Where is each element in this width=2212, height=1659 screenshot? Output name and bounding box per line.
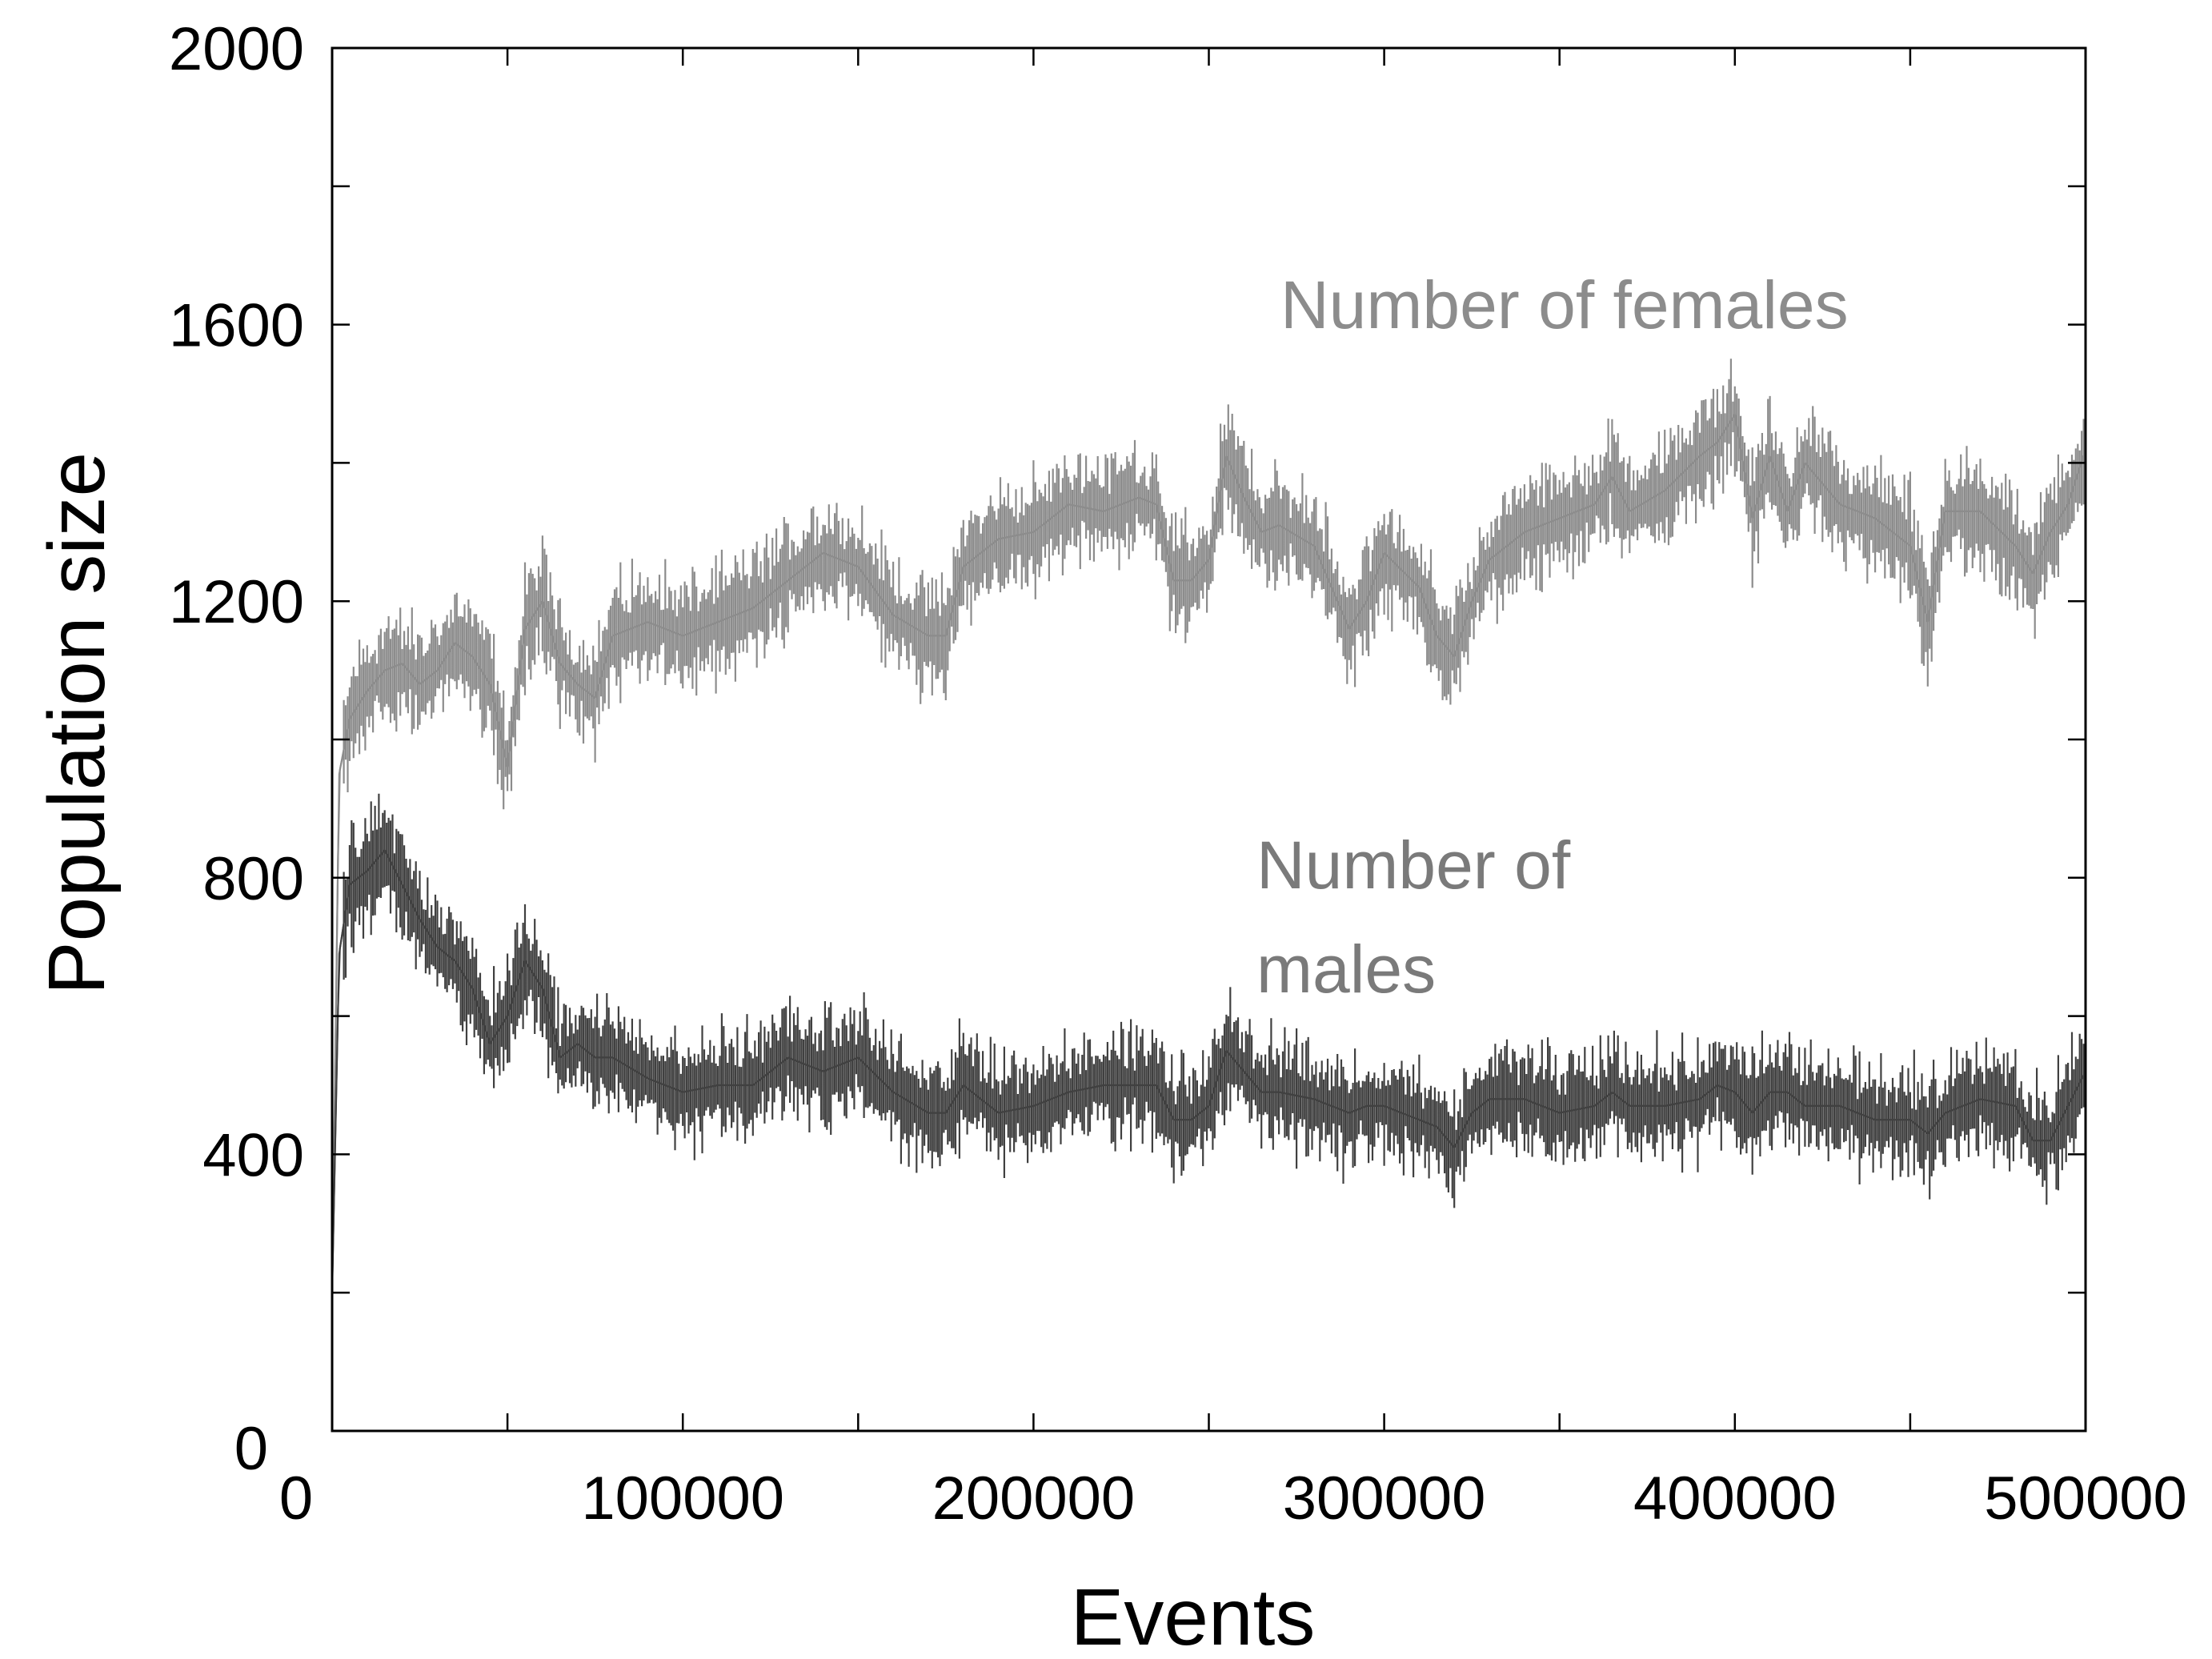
x-tick-label: 0 xyxy=(279,1465,313,1533)
x-axis-title: Events xyxy=(1071,1573,1316,1659)
y-axis-title: Population size xyxy=(32,452,122,995)
y-tick-label: 800 xyxy=(202,845,304,913)
annotation-males-line2: males xyxy=(1256,932,1436,1007)
ticks-layer xyxy=(331,46,2087,1433)
x-tick-label: 300000 xyxy=(1283,1465,1486,1533)
x-tick-label: 100000 xyxy=(581,1465,784,1533)
annotation-females: Number of females xyxy=(1280,267,1849,343)
y-tick-label: 1600 xyxy=(169,292,304,360)
annotation-males-line1: Number of xyxy=(1256,827,1571,903)
y-tick-label: 2000 xyxy=(169,15,304,83)
x-tick-label: 500000 xyxy=(1984,1465,2187,1533)
labels-layer: 0 100000 200000 300000 400000 500000 0 400 800 12… xyxy=(169,15,2187,1533)
y-tick-label: 1200 xyxy=(169,568,304,636)
x-tick-label: 200000 xyxy=(932,1465,1136,1533)
y-tick-label: 0 xyxy=(234,1415,268,1483)
x-tick-label: 400000 xyxy=(1633,1465,1837,1533)
series-layer xyxy=(331,359,2087,1293)
series-males xyxy=(331,793,2087,1293)
y-tick-label: 400 xyxy=(202,1121,304,1189)
